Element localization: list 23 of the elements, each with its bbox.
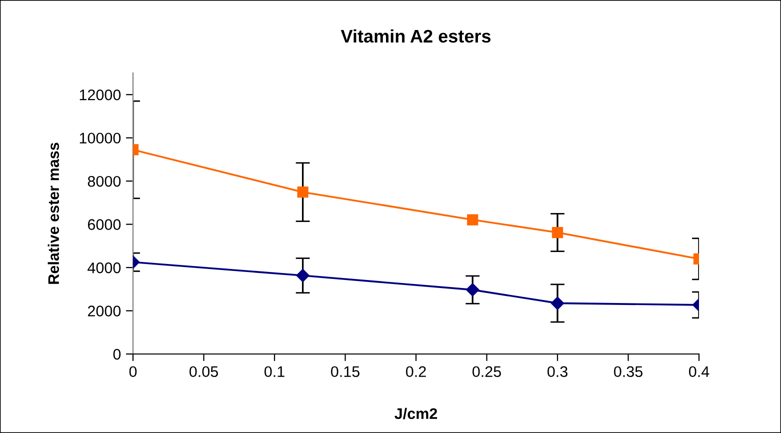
x-tick-label: 0.05 [189,366,218,378]
x-tick-label: 0.4 [688,366,710,378]
point [466,283,480,296]
x-tick-label: 0.25 [472,366,501,378]
y-tick-label: 10000 [80,132,121,144]
point [552,226,564,238]
x-tick-label: 0.15 [330,366,360,378]
y-tick-label: 6000 [88,219,121,230]
x-tick-label: 0.1 [264,366,284,378]
point [550,296,564,310]
x-tick-label: 0.3 [547,366,568,378]
y-tick-label: 8000 [88,176,121,187]
y-tick-label: 2000 [88,306,121,316]
y-tick-label: 4000 [88,262,121,274]
x-tick-label: 0.2 [406,366,426,378]
chart-title: Vitamin A2 esters [340,29,491,43]
point [467,214,478,226]
y-tick-label: 12000 [80,89,121,100]
y-axis-title: Relative ester mass [48,142,60,284]
x-axis-title: J/cm2 [394,408,438,420]
y-tick-label: 0 [113,348,121,360]
x-tick-label: 0.35 [614,366,642,378]
x-tick-label: 0 [129,366,137,378]
